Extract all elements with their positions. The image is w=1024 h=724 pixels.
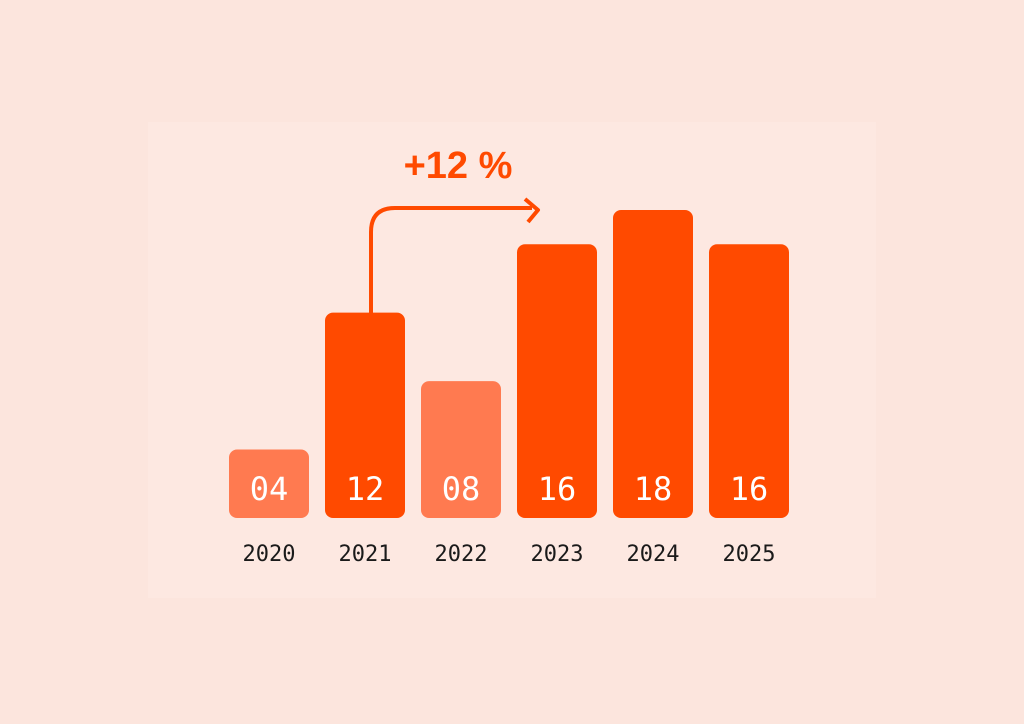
value-label: 12: [346, 470, 385, 508]
bar: [325, 312, 405, 518]
arrow: [369, 206, 532, 336]
x-tick-label: 2023: [531, 542, 584, 567]
bar: [613, 210, 693, 518]
value-label: 18: [634, 470, 673, 508]
x-tick-label: 2021: [339, 542, 392, 567]
bar: [517, 244, 597, 518]
annotation: +12 %: [404, 145, 513, 187]
x-tick-label: 2020: [243, 542, 296, 567]
bar: [229, 449, 309, 518]
x-tick-label: 2022: [435, 542, 488, 567]
bar: [421, 381, 501, 518]
value-label: 16: [730, 470, 769, 508]
value-label: 04: [250, 470, 289, 508]
arrow-head: [523, 197, 540, 224]
bar: [709, 244, 789, 518]
x-tick-label: 2024: [627, 542, 680, 567]
value-label: 16: [538, 470, 577, 508]
x-tick-label: 2025: [723, 542, 776, 567]
value-label: 08: [442, 470, 481, 508]
